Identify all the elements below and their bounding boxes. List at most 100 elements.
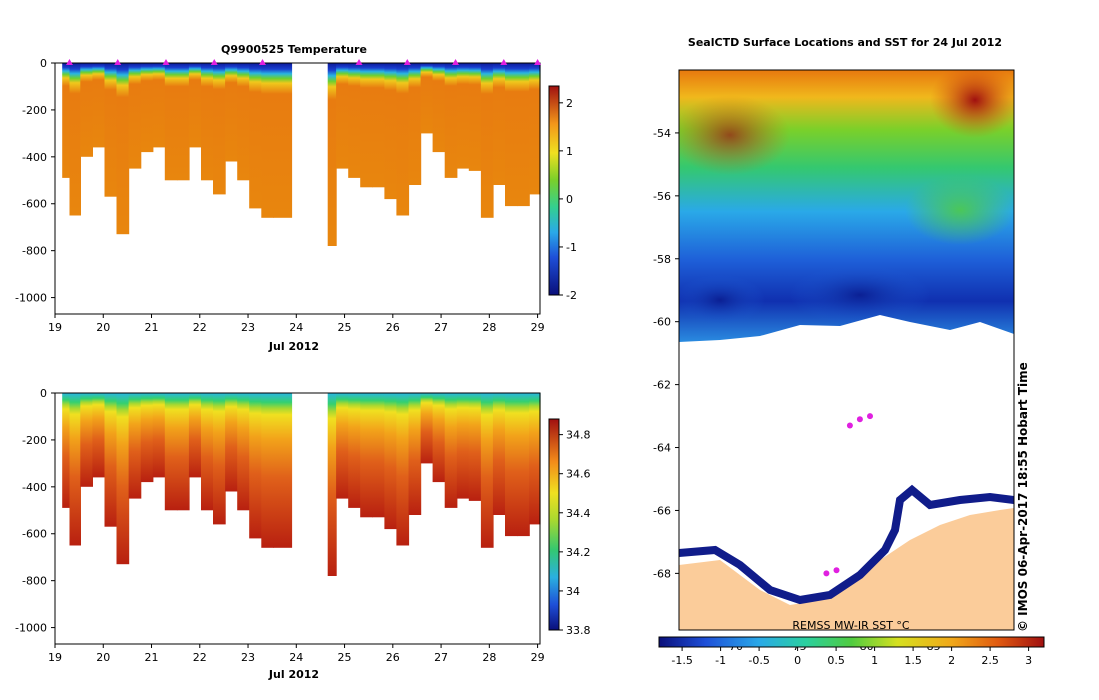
- profile-column: [432, 393, 446, 483]
- x-tick-label: 27: [434, 321, 448, 334]
- sst-colorbar-tick-label: -0.5: [748, 654, 769, 667]
- profile-marker: [355, 59, 363, 65]
- profile-column: [505, 63, 518, 207]
- profile-column: [80, 393, 93, 487]
- sst-colorbar-tick-label: 0: [794, 654, 801, 667]
- seal-position-dot: [823, 570, 830, 577]
- x-tick-label: 25: [338, 321, 352, 334]
- profile-column: [420, 393, 434, 464]
- antarctic-land: [679, 508, 1014, 630]
- profile-marker: [452, 59, 460, 65]
- sst-colorbar-tick-label: 1.5: [904, 654, 922, 667]
- colorbar-tick-label: -2: [566, 289, 577, 302]
- colorbar-tick-label: 33.8: [566, 624, 591, 637]
- sst-map-frame: [678, 69, 1015, 631]
- y-tick-label: -1000: [15, 292, 47, 305]
- x-tick-label: 26: [386, 651, 400, 664]
- salinity-y-ticks: 0 -200 -400 -600 -800 -1000: [15, 387, 55, 635]
- lat-tick-label: -58: [653, 253, 671, 266]
- profile-column: [140, 63, 154, 153]
- profile-column: [336, 63, 349, 169]
- lat-tick-label: -62: [653, 379, 671, 392]
- profile-column: [348, 63, 361, 178]
- profile-column: [176, 393, 190, 511]
- profile-column: [492, 63, 506, 185]
- x-tick-label: 24: [289, 651, 303, 664]
- profile-column: [152, 63, 166, 148]
- sst-colorbar-tick-label: 2: [948, 654, 955, 667]
- profile-marker: [210, 59, 218, 65]
- sst-colorbar-tick-label: 1: [871, 654, 878, 667]
- colorbar-tick-label: -1: [566, 241, 577, 254]
- y-tick-label: -600: [22, 198, 47, 211]
- x-tick-label: 20: [96, 321, 110, 334]
- sst-source-label: REMSS MW-IR SST °C: [792, 619, 910, 632]
- y-tick-label: -800: [22, 575, 47, 588]
- profile-column: [261, 393, 274, 548]
- y-tick-label: -800: [22, 245, 47, 258]
- temperature-x-label: Jul 2012: [268, 340, 319, 353]
- profile-column: [92, 393, 106, 478]
- profile-column: [420, 63, 434, 134]
- profile-column: [468, 393, 482, 501]
- y-tick-label: 0: [40, 387, 47, 400]
- x-tick-label: 28: [482, 651, 496, 664]
- temperature-y-ticks: 0 -200 -400 -600 -800 -1000: [15, 57, 55, 305]
- profile-column: [273, 393, 293, 548]
- profile-column: [348, 393, 361, 508]
- seal-position-dot: [867, 413, 873, 420]
- profile-column: [237, 393, 250, 511]
- x-tick-label: 19: [48, 651, 62, 664]
- lat-tick-label: -68: [653, 567, 671, 580]
- profile-column: [408, 393, 422, 515]
- profile-column: [128, 393, 142, 499]
- salinity-colorbar-ticks: 33.8 34 34.2 34.4 34.6 34.8: [559, 429, 591, 637]
- profile-column: [360, 63, 373, 188]
- profile-column: [468, 63, 482, 171]
- green-patch-east: [905, 175, 1014, 245]
- profile-column: [517, 63, 530, 207]
- profile-column: [225, 393, 238, 492]
- profile-column: [62, 63, 70, 178]
- temperature-colorbar: [548, 85, 560, 296]
- seal-positions: [823, 413, 873, 577]
- lat-tick-label: -66: [653, 504, 671, 517]
- profile-column: [384, 393, 398, 530]
- profile-column: [140, 393, 154, 483]
- profile-column: [225, 63, 238, 162]
- salinity-x-ticks: 19 20 21 22 23 24 25 26 27 28 29: [48, 644, 545, 664]
- profile-column: [529, 393, 541, 525]
- profile-column: [480, 63, 494, 218]
- profile-markers: [65, 59, 542, 65]
- sst-colorbar: [658, 636, 1045, 648]
- profile-column: [188, 393, 202, 478]
- colorbar-tick-label: 34: [566, 585, 580, 598]
- profile-column: [336, 393, 349, 499]
- profile-column: [92, 63, 106, 148]
- ice-edge: [679, 315, 1014, 342]
- colorbar-tick-label: 2: [566, 97, 573, 110]
- x-tick-label: 21: [145, 321, 159, 334]
- profile-marker: [500, 59, 508, 65]
- colorbar-tick-label: 34.8: [566, 429, 591, 442]
- profile-column: [104, 393, 118, 527]
- x-tick-label: 29: [531, 321, 545, 334]
- profile-column: [62, 393, 70, 508]
- lat-tick-label: -60: [653, 316, 671, 329]
- profile-column: [128, 63, 142, 169]
- profile-column: [492, 393, 506, 515]
- x-tick-label: 22: [193, 651, 207, 664]
- profile-column: [327, 393, 337, 576]
- y-tick-label: -200: [22, 104, 47, 117]
- x-tick-label: 29: [531, 651, 545, 664]
- profile-marker: [114, 59, 122, 65]
- x-tick-label: 24: [289, 321, 303, 334]
- x-tick-label: 21: [145, 651, 159, 664]
- profile-column: [237, 63, 250, 181]
- profile-column: [69, 393, 81, 546]
- profile-column: [480, 393, 494, 548]
- profile-column: [505, 393, 518, 537]
- salinity-plot-frame: [54, 392, 541, 645]
- sst-map-panel: SealCTD Surface Locations and SST for 24…: [653, 36, 1045, 667]
- y-tick-label: -1000: [15, 622, 47, 635]
